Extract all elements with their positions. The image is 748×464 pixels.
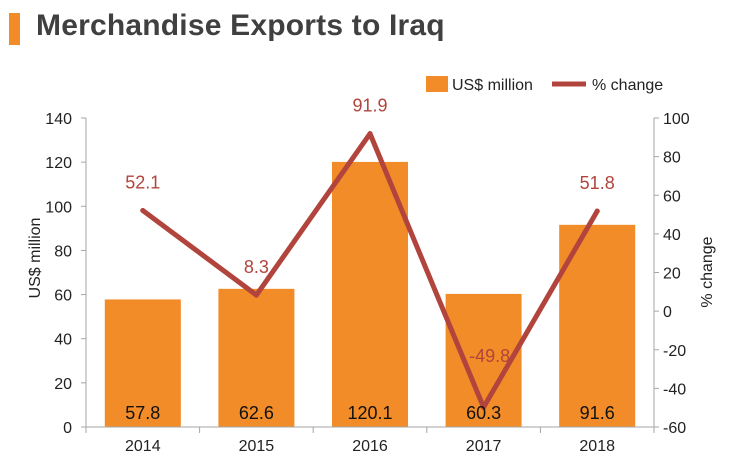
right-tick-label: 100: [663, 111, 690, 128]
line-value-label: 91.9: [352, 96, 387, 116]
right-tick-label: -20: [663, 343, 686, 360]
left-tick-label: 20: [54, 376, 72, 393]
bar-value-label: 57.8: [125, 403, 160, 423]
left-tick-label: 0: [63, 420, 72, 437]
bar-value-label: 62.6: [239, 403, 274, 423]
line-point-2014: [140, 208, 146, 214]
right-tick-label: 60: [663, 188, 681, 205]
right-axis-ticks: -60 -40 -20 0 20 40 60 80 100: [663, 111, 690, 437]
x-axis-ticks: 2014 2015 2016 2017 2018: [125, 438, 615, 455]
axes: [81, 117, 659, 433]
right-tick-label: 80: [663, 150, 681, 167]
right-tick-label: 0: [663, 304, 672, 321]
bar-2016: [332, 161, 408, 427]
left-tick-label: 40: [54, 332, 72, 349]
line-point-2017: [481, 404, 487, 410]
line-point-2018: [594, 208, 600, 214]
left-axis-title: US$ million: [27, 218, 44, 299]
bar-value-label: 60.3: [466, 403, 501, 423]
bar-2015: [218, 288, 295, 427]
right-tick-label: 40: [663, 227, 681, 244]
line-point-2015: [253, 292, 259, 298]
line-value-label: 8.3: [244, 257, 269, 277]
x-tick-label: 2015: [239, 438, 275, 455]
legend-label-line: % change: [592, 77, 663, 94]
bar-value-label: 91.6: [580, 403, 615, 423]
bar-value-label: 120.1: [347, 403, 392, 423]
right-tick-label: -60: [663, 420, 686, 437]
x-tick-label: 2017: [466, 438, 502, 455]
x-tick-label: 2018: [579, 438, 615, 455]
line-value-label: 52.1: [125, 173, 160, 193]
legend: US$ million % change: [426, 76, 663, 94]
legend-swatch-bar: [426, 76, 448, 92]
left-tick-label: 80: [54, 243, 72, 260]
right-axis-title: % change: [699, 236, 716, 307]
line-point-2016: [367, 131, 373, 137]
bar-2014: [104, 299, 181, 427]
title-accent-bar: [9, 13, 20, 45]
right-tick-label: 20: [663, 266, 681, 283]
left-tick-label: 120: [45, 155, 72, 172]
x-tick-label: 2014: [125, 438, 161, 455]
legend-label-bar: US$ million: [452, 77, 533, 94]
left-axis-ticks: 0 20 40 60 80 100 120 140: [45, 111, 72, 437]
left-tick-label: 60: [54, 288, 72, 305]
chart-title: Merchandise Exports to Iraq: [36, 9, 445, 42]
line-series: [140, 131, 600, 410]
line-value-label: -49.8: [469, 346, 510, 366]
bar-series: [104, 161, 636, 427]
line-value-label: 51.8: [580, 173, 615, 193]
left-tick-label: 140: [45, 111, 72, 128]
data-labels: 57.8 62.6 120.1 60.3 91.6 52.1 8.3 91.9 -49.8 51.…: [125, 96, 614, 423]
right-tick-label: -40: [663, 381, 686, 398]
x-tick-label: 2016: [352, 438, 388, 455]
left-tick-label: 100: [45, 199, 72, 216]
